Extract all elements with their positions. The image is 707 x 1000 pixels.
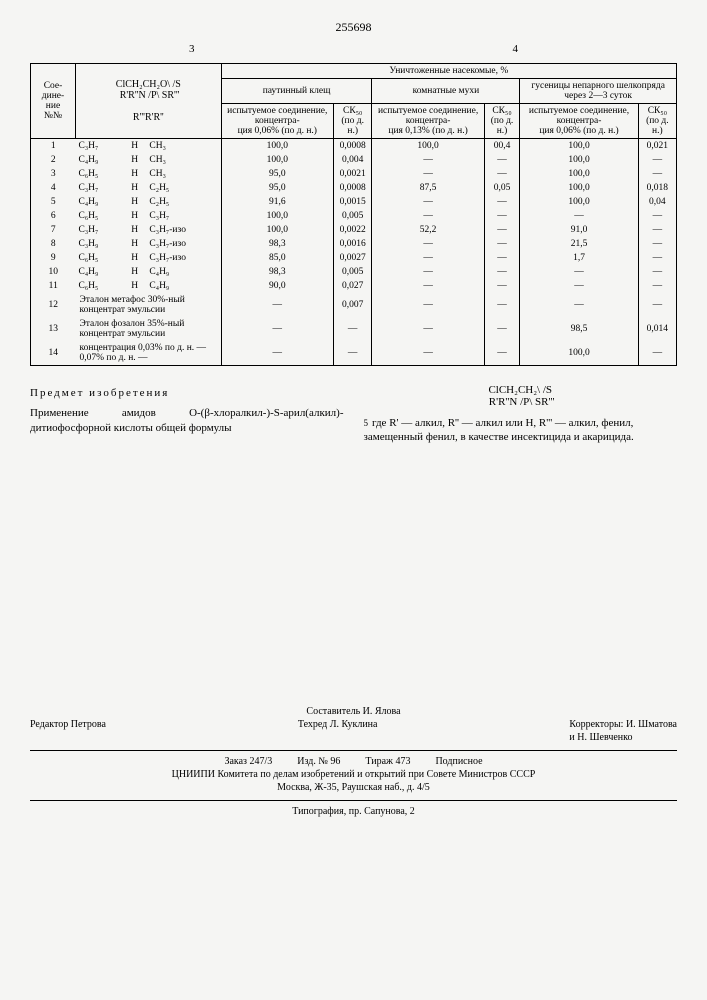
footer-org: ЦНИИПИ Комитета по делам изобретений и о… — [30, 768, 677, 794]
table-row: 10C₄H₉HC₄H₉98,30,005———— — [31, 265, 677, 279]
claim-right-text: 5где R' — алкил, R'' — алкил или H, R'''… — [364, 416, 678, 445]
table-body: 1C₃H₇HCH₃100,00,0008100,000,4100,00,0212… — [31, 139, 677, 366]
footer-proof: Корректоры: И. Шматова и Н. Шевченко — [569, 718, 677, 744]
footer-editor: Редактор Петрова — [30, 718, 106, 744]
sub-sk50-1: СК₅₀ (по д. н.) — [333, 104, 372, 139]
table-row: 11C₆H₅HC₄H₉90,00,027———— — [31, 279, 677, 293]
table-row: 1C₃H₇HCH₃100,00,0008100,000,4100,00,021 — [31, 139, 677, 154]
claim-left-text: Применение амидов O-(β-хлоралкил-)-S-ари… — [30, 406, 344, 435]
col-fly: комнатные мухи — [372, 79, 520, 104]
sub-sk50-2: СК₅₀ (по д. н.) — [484, 104, 520, 139]
sub-tested-3: испытуемое соединение, концентра- ция 0,… — [520, 104, 638, 139]
sub-tested-2: испытуемое соединение, концентра- ция 0,… — [372, 104, 484, 139]
sub-sk50-3: СК₅₀ (по д. н.) — [638, 104, 676, 139]
claim-title: Предмет изобретения — [30, 386, 344, 400]
claim-right-col: ClCH₂CH₂\ /S R'R''N /P\ SR''' 5где R' — … — [364, 380, 678, 445]
claim-formula: ClCH₂CH₂\ /S R'R''N /P\ SR''' — [364, 384, 678, 408]
table-row: 6C₆H₅HC₃H₇100,00,005———— — [31, 209, 677, 223]
sub-tested-1: испытуемое соединение, концентра- ция 0,… — [221, 104, 333, 139]
col-formula: ClCH₂CH₂O\ /S R'R''N /P\ SR''' R'''R'R'' — [76, 64, 222, 139]
table-row: 14концентрация 0,03% по д. н. — 0,07% по… — [31, 341, 677, 366]
footer-order-block: Заказ 247/3 Изд. № 96 Тираж 473 Подписно… — [30, 750, 677, 794]
table-row: 13Эталон фозалон 35%-ный концентрат эмул… — [31, 317, 677, 341]
footer: Составитель И. Ялова Редактор Петрова Те… — [30, 705, 677, 818]
table-row: 2C₄H₉HCH₃100,00,004——100,0— — [31, 153, 677, 167]
footer-techred: Техред Л. Куклина — [298, 718, 378, 744]
table-row: 7C₃H₇HC₃H₇-изо100,00,002252,2—91,0— — [31, 223, 677, 237]
table-row: 4C₃H₇HC₂H₅95,00,000887,50,05100,00,018 — [31, 181, 677, 195]
page-left: 3 — [30, 43, 354, 55]
table-row: 8C₃H₉HC₃H₇-изо98,30,0016——21,5— — [31, 237, 677, 251]
col-group: Уничтоженные насекомые, % — [221, 64, 676, 79]
patent-number: 255698 — [30, 20, 677, 35]
data-table: Сое- дине- ние №№ ClCH₂CH₂O\ /S R'R''N /… — [30, 63, 677, 366]
footer-print: Типография, пр. Сапунова, 2 — [30, 800, 677, 818]
table-row: 3C₆H₅HCH₃95,00,0021——100,0— — [31, 167, 677, 181]
footer-compiler: Составитель И. Ялова — [30, 705, 677, 718]
footer-credits: Редактор Петрова Техред Л. Куклина Корре… — [30, 718, 677, 744]
table-row: 5C₄H₉HC₂H₅91,60,0015——100,00,04 — [31, 195, 677, 209]
col-compound: Сое- дине- ние №№ — [31, 64, 76, 139]
col-silkworm: гусеницы непарного шелкопряда через 2—3 … — [520, 79, 677, 104]
claim-right-body: где R' — алкил, R'' — алкил или H, R''' … — [364, 417, 634, 443]
claim-left-col: Предмет изобретения Применение амидов O-… — [30, 380, 344, 445]
page-right: 4 — [354, 43, 678, 55]
table-row: 9C₆H₅HC₃H₇-изо85,00,0027——1,7— — [31, 251, 677, 265]
line-marker: 5 — [364, 418, 369, 428]
claim-section: Предмет изобретения Применение амидов O-… — [30, 380, 677, 445]
footer-order: Заказ 247/3 Изд. № 96 Тираж 473 Подписно… — [30, 755, 677, 768]
col-mite: паутинный клещ — [221, 79, 372, 104]
table-row: 12Эталон метафос 30%-ный концентрат эмул… — [31, 293, 677, 317]
page-numbers: 3 4 — [30, 43, 677, 55]
